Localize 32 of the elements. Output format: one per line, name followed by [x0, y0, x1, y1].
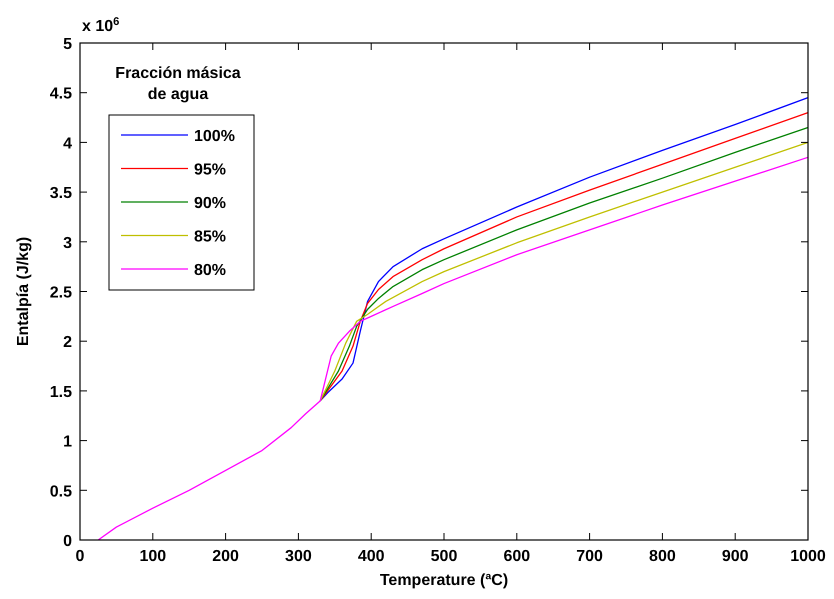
- legend-label: 100%: [194, 128, 235, 145]
- x-tick-label: 900: [722, 548, 749, 565]
- x-tick-label: 1000: [790, 548, 826, 565]
- legend-label: 80%: [194, 262, 226, 279]
- y-tick-label: 3.5: [50, 185, 72, 202]
- y-tick-label: 2: [63, 334, 72, 352]
- legend-label: 90%: [194, 195, 226, 212]
- y-axis-title: Entalpía (J/kg): [15, 236, 32, 346]
- legend-title: Fracción másica de agua: [115, 65, 241, 103]
- legend-label: 95%: [194, 162, 226, 178]
- text: x 10$^{6}$: [82, 16, 120, 35]
- y-tick-label: 2.5: [50, 284, 72, 302]
- y-tick-label: 3: [63, 234, 72, 252]
- y-tick-label: 0: [63, 533, 72, 550]
- y-tick-label: 0.5: [50, 483, 72, 500]
- x-tick-label: 300: [285, 548, 312, 565]
- y-tick-label: 1: [63, 434, 72, 451]
- x-tick-label: 200: [212, 548, 240, 565]
- y-tick-label: 1.5: [50, 384, 72, 401]
- x-tick-label: 600: [503, 548, 530, 565]
- y-tick-label: 4: [63, 135, 72, 152]
- x-tick-label: 0: [76, 548, 85, 565]
- x-tick-label: 800: [649, 548, 676, 565]
- x-axis-title: Temperature (ªC): [380, 572, 508, 589]
- x-tick-label: 400: [358, 548, 385, 565]
- y-tick-label: 5: [63, 36, 72, 53]
- y-tick-label: 4.5: [50, 86, 72, 103]
- x-tick-label: 100: [139, 548, 166, 565]
- line-series: [98, 156, 809, 541]
- x-tick-label: 700: [576, 548, 604, 565]
- x-tick-label: 500: [430, 548, 458, 565]
- legend-label: 85%: [194, 228, 226, 246]
